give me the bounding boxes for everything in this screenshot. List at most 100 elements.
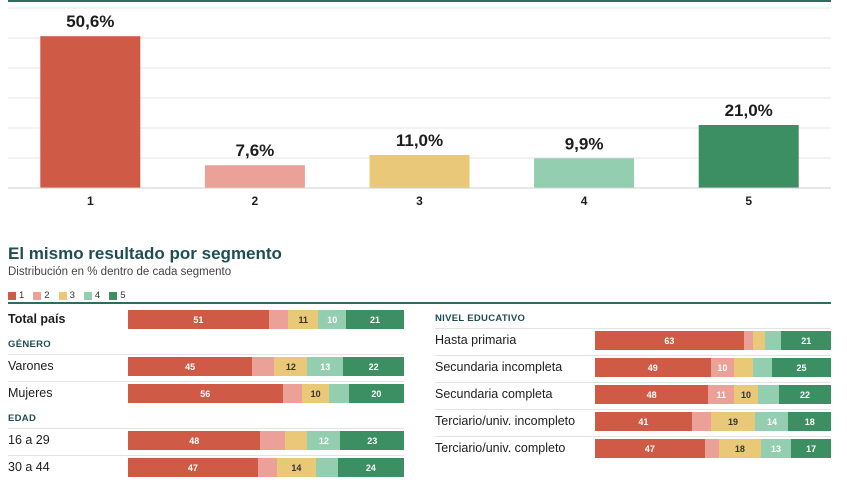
segment-row-label: Secundaria completa (435, 387, 553, 401)
segment-row-label: Secundaria incompleta (435, 360, 563, 374)
stacked-segment-3 (285, 431, 308, 450)
segment-row: 30 a 44 47 14 24 (8, 456, 404, 482)
stacked-segment-3: 12 (274, 357, 308, 376)
legend-label: 4 (94, 290, 101, 301)
legend-divider (8, 302, 831, 304)
stacked-segment-5: 25 (771, 358, 831, 377)
bar-2 (204, 165, 305, 188)
stacked-bar: 63 21 (595, 331, 831, 350)
stacked-segment-3 (753, 331, 765, 350)
segment-row: Terciario/univ. incompleto 41 19 14 18 (435, 410, 831, 437)
legend-item: 3 (58, 290, 75, 301)
stacked-segment-4 (329, 384, 349, 403)
stacked-segment-1: 51 (128, 310, 269, 329)
stacked-segment-4: 12 (307, 431, 341, 450)
stacked-segment-5: 17 (791, 439, 831, 458)
stacked-segment-4 (315, 458, 338, 477)
stacked-segment-1: 47 (595, 439, 705, 458)
stacked-segment-2 (252, 357, 275, 376)
segment-row-label: Terciario/univ. incompleto (435, 414, 576, 428)
stacked-segment-4: 10 (318, 310, 347, 329)
bar-3 (369, 155, 470, 188)
stacked-bar: 45 12 13 22 (128, 357, 404, 376)
stacked-bar: 47 14 24 (128, 458, 404, 477)
segment-row-label: 16 a 29 (8, 433, 50, 447)
segment-row: Secundaria incompleta 49 10 25 (435, 356, 831, 383)
stacked-bar: 47 18 13 17 (595, 439, 831, 458)
bar-value-label: 9,9% (565, 134, 604, 153)
stacked-segment-3 (734, 358, 754, 377)
legend-swatch (83, 291, 92, 300)
stacked-segment-3: 14 (277, 458, 316, 477)
legend-swatch (109, 291, 118, 300)
stacked-bar: 49 10 25 (595, 358, 831, 377)
top-divider (8, 0, 831, 2)
segment-heading-label: EDAD (8, 413, 37, 424)
segment-row-label: 30 a 44 (8, 460, 50, 474)
bar-value-label: 7,6% (236, 141, 275, 160)
stacked-segment-2 (691, 412, 711, 431)
stacked-bar: 48 11 10 22 (595, 385, 831, 404)
bar-value-label: 21,0% (725, 101, 773, 120)
legend-label: 2 (44, 290, 50, 301)
segment-row-label: Varones (8, 359, 54, 373)
stacked-segment-4: 14 (755, 412, 789, 431)
segment-row-label: Mujeres (8, 386, 53, 400)
segment-row: Terciario/univ. completo 47 18 13 17 (435, 437, 831, 463)
stacked-segment-5: 21 (781, 331, 831, 350)
segment-heading: EDAD (8, 408, 404, 429)
stacked-segment-5: 21 (346, 310, 404, 329)
stacked-bar: 48 12 23 (128, 431, 404, 450)
x-tick-label: 2 (252, 194, 259, 208)
x-tick-label: 1 (87, 194, 94, 208)
stacked-segment-2 (743, 331, 754, 350)
segment-heading-label: NIVEL EDUCATIVO (435, 313, 526, 324)
segment-row-label: Hasta primaria (435, 333, 517, 347)
segment-heading: GÉNERO (8, 334, 404, 355)
stacked-segment-1: 47 (128, 458, 258, 477)
stacked-segment-5: 22 (779, 385, 831, 404)
stacked-bar: 41 19 14 18 (595, 412, 831, 431)
distribution-bar-chart: 50,6% 1 7,6% 2 11,0% 3 9,9% 4 21,0% 5 (8, 7, 831, 208)
segment-row: Total país 51 11 10 21 (8, 308, 404, 334)
bar-5 (698, 125, 799, 188)
segment-column-right: NIVEL EDUCATIVO Hasta primaria 63 21 Secunda… (435, 308, 831, 463)
segment-heading-label: GÉNERO (8, 339, 51, 350)
legend-label: 3 (69, 290, 75, 301)
segment-row: 16 a 29 48 12 23 (8, 429, 404, 456)
segment-row: Varones 45 12 13 22 (8, 355, 404, 382)
segment-column-left: Total país 51 11 10 21 GÉNERO Varones 45 12 13 22 M… (8, 308, 404, 482)
legend-item: 2 (33, 290, 50, 301)
stacked-segment-4 (753, 358, 772, 377)
x-tick-label: 5 (745, 194, 752, 208)
stacked-segment-5: 18 (788, 412, 831, 431)
segment-row: Mujeres 56 10 20 (8, 382, 404, 408)
segment-row-label: Terciario/univ. completo (435, 441, 566, 455)
legend-label: 1 (19, 290, 25, 301)
stacked-bar: 56 10 20 (128, 384, 404, 403)
bar-value-label: 11,0% (396, 131, 443, 150)
legend-swatch (58, 291, 67, 300)
legend-item: 1 (8, 290, 24, 301)
x-tick-label: 4 (581, 194, 588, 208)
segment-row: Hasta primaria 63 21 (435, 329, 831, 356)
legend-item: 4 (83, 290, 101, 301)
stacked-segment-2 (257, 458, 278, 477)
bar-value-label: 50,6% (66, 12, 114, 31)
legend-swatch (8, 291, 16, 300)
stacked-segment-2: 11 (708, 385, 735, 404)
stacked-segment-1: 56 (128, 384, 283, 403)
stacked-segment-3: 10 (734, 385, 758, 404)
bar-1 (40, 36, 141, 189)
legend-swatch (33, 291, 42, 300)
stacked-segment-2 (282, 384, 302, 403)
stacked-segment-2 (268, 310, 289, 329)
segment-heading: NIVEL EDUCATIVO (435, 308, 831, 329)
bar-4 (534, 158, 635, 188)
legend-label: 5 (120, 290, 126, 301)
stacked-segment-5: 22 (343, 357, 404, 376)
legend-item: 5 (109, 290, 125, 301)
stacked-segment-3: 11 (288, 310, 319, 329)
stacked-segment-4 (757, 385, 780, 404)
segment-chart-subtitle: Distribución en % dentro de cada segment… (8, 266, 232, 278)
